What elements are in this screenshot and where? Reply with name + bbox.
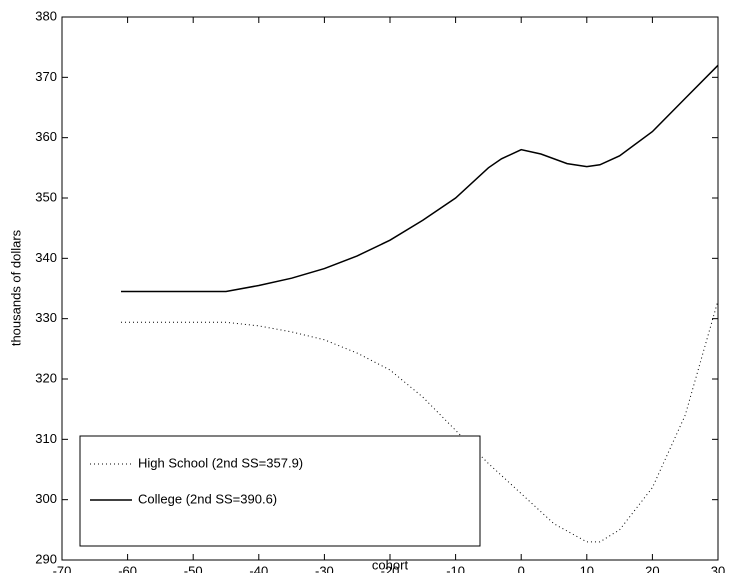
y-tick-label: 380 — [35, 8, 57, 23]
series-line — [121, 300, 719, 543]
x-tick-label: 0 — [518, 563, 525, 573]
y-tick-label: 310 — [35, 431, 57, 446]
legend-box — [79, 435, 481, 547]
x-tick-label: 20 — [645, 563, 659, 573]
x-tick-label: -10 — [446, 563, 465, 573]
y-tick-label: 350 — [35, 189, 57, 204]
x-tick-label: 30 — [711, 563, 725, 573]
x-tick-label: 10 — [580, 563, 594, 573]
y-tick-label: 320 — [35, 370, 57, 385]
x-tick-label: -60 — [118, 563, 137, 573]
legend-label: High School (2nd SS=357.9) — [138, 455, 303, 470]
y-tick-label: 330 — [35, 310, 57, 325]
y-tick-label: 300 — [35, 491, 57, 506]
x-axis-label: cohort — [372, 557, 409, 572]
x-tick-label: -20 — [381, 563, 400, 573]
series-line — [121, 64, 719, 293]
x-tick-label: -50 — [184, 563, 203, 573]
x-tick-label: -30 — [315, 563, 334, 573]
y-tick-label: 360 — [35, 129, 57, 144]
y-axis-label: thousands of dollars — [8, 229, 23, 346]
x-tick-label: -40 — [249, 563, 268, 573]
legend-label: College (2nd SS=390.6) — [138, 491, 277, 506]
y-tick-label: 340 — [35, 250, 57, 265]
y-tick-label: 370 — [35, 69, 57, 84]
y-tick-label: 290 — [35, 551, 57, 566]
